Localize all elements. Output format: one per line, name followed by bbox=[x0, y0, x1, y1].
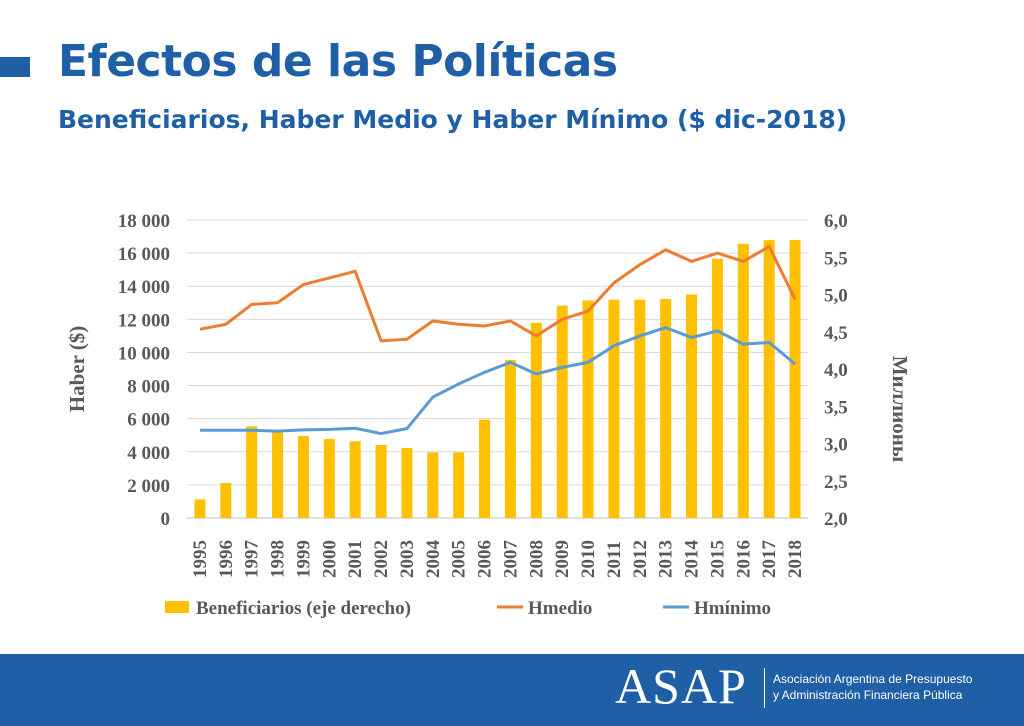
x-tick-label: 2003 bbox=[397, 540, 418, 578]
x-tick-label: 1996 bbox=[216, 540, 237, 578]
bar-beneficiarios bbox=[375, 444, 387, 518]
x-tick-label: 2016 bbox=[733, 540, 754, 578]
x-axis-ticks: 1995 1996 1997 1998 1999 2000 2001 2002 2003 2004… bbox=[190, 540, 806, 579]
left-tick-label: 18 000 bbox=[118, 211, 170, 232]
right-tick-label: 2,5 bbox=[824, 472, 848, 493]
bar-beneficiarios bbox=[530, 322, 542, 518]
title-accent-bar bbox=[0, 57, 30, 77]
bar-beneficiarios bbox=[737, 243, 749, 518]
bar-beneficiarios bbox=[556, 305, 568, 518]
x-tick-label: 2007 bbox=[500, 540, 521, 579]
x-tick-label: 2012 bbox=[630, 540, 651, 578]
left-tick-label: 8 000 bbox=[127, 377, 170, 398]
legend-label: Hmedio bbox=[528, 598, 592, 619]
line-hmedio bbox=[199, 244, 797, 343]
right-tick-label: 5,0 bbox=[824, 286, 848, 307]
x-tick-label: 2017 bbox=[759, 540, 780, 579]
right-tick-label: 2,0 bbox=[824, 509, 848, 530]
x-tick-label: 2001 bbox=[345, 540, 366, 578]
footer-bar bbox=[0, 654, 1024, 726]
x-tick-label: 1998 bbox=[268, 540, 289, 578]
x-tick-label: 2002 bbox=[371, 540, 392, 578]
x-tick-label: 2013 bbox=[656, 540, 677, 578]
left-tick-label: 14 000 bbox=[118, 277, 170, 298]
bar-beneficiarios bbox=[194, 499, 206, 518]
bar-beneficiarios bbox=[660, 298, 672, 518]
chart-gridlines bbox=[187, 219, 808, 519]
x-tick-label: 1995 bbox=[190, 540, 211, 578]
right-tick-label: 6,0 bbox=[824, 211, 848, 232]
legend-label: Beneficiarios (eje derecho) bbox=[196, 598, 411, 619]
legend-swatch bbox=[165, 601, 189, 613]
bar-beneficiarios bbox=[349, 441, 361, 518]
x-tick-label: 2015 bbox=[707, 540, 728, 578]
bar-beneficiarios bbox=[504, 360, 516, 518]
bar-beneficiarios bbox=[582, 300, 594, 518]
logo-divider bbox=[764, 668, 765, 708]
left-axis-label: Haber ($) bbox=[65, 326, 89, 413]
bar-beneficiarios bbox=[608, 299, 620, 518]
asap-logo: ASAP bbox=[615, 658, 747, 714]
left-tick-label: 16 000 bbox=[118, 244, 170, 265]
bar-beneficiarios bbox=[453, 452, 465, 518]
left-axis-ticks: 0 2 000 4 000 6 000 8 000 10 000 12 000 14 000 1… bbox=[118, 211, 170, 530]
chart-lines bbox=[199, 244, 797, 436]
left-tick-label: 2 000 bbox=[127, 476, 170, 497]
bar-beneficiarios bbox=[686, 294, 698, 518]
page-subtitle: Beneficiarios, Haber Medio y Haber Mínim… bbox=[58, 105, 848, 134]
org-name-line-2: y Administración Financiera Pública bbox=[773, 688, 963, 702]
left-tick-label: 12 000 bbox=[118, 310, 170, 331]
right-tick-label: 3,5 bbox=[824, 397, 848, 418]
left-tick-label: 0 bbox=[161, 509, 171, 530]
bar-beneficiarios bbox=[789, 240, 801, 519]
line-hmínimo bbox=[199, 326, 797, 436]
bar-beneficiarios bbox=[297, 436, 309, 518]
x-tick-label: 2006 bbox=[475, 540, 496, 578]
x-tick-label: 2008 bbox=[526, 540, 547, 578]
bar-beneficiarios bbox=[401, 447, 413, 518]
legend-label: Hmínimo bbox=[694, 598, 771, 619]
combo-chart: 0 2 000 4 000 6 000 8 000 10 000 12 000 14 000 1… bbox=[65, 211, 912, 619]
right-axis-label: Миллионы bbox=[888, 356, 912, 463]
bar-beneficiarios bbox=[246, 426, 258, 518]
right-tick-label: 3,0 bbox=[824, 435, 848, 456]
bar-beneficiarios bbox=[272, 432, 284, 518]
org-name-line-1: Asociación Argentina de Presupuesto bbox=[773, 672, 973, 686]
chart-legend: Beneficiarios (eje derecho) Hmedio Hmínimo bbox=[165, 598, 771, 619]
bar-beneficiarios bbox=[323, 439, 335, 518]
bar-beneficiarios bbox=[634, 299, 646, 518]
bar-beneficiarios bbox=[711, 258, 723, 518]
bar-beneficiarios bbox=[479, 419, 491, 518]
x-tick-label: 2004 bbox=[423, 540, 444, 579]
beneficiarios-bars bbox=[194, 240, 801, 519]
x-tick-label: 1999 bbox=[293, 540, 314, 578]
right-tick-label: 5,5 bbox=[824, 248, 848, 269]
right-axis-ticks: 2,0 2,5 3,0 3,5 4,0 4,5 5,0 5,5 6,0 bbox=[824, 211, 848, 530]
x-tick-label: 1997 bbox=[242, 540, 263, 579]
x-tick-label: 2010 bbox=[578, 540, 599, 578]
x-tick-label: 2000 bbox=[319, 540, 340, 578]
x-tick-label: 2018 bbox=[785, 540, 806, 578]
bar-beneficiarios bbox=[220, 482, 232, 518]
left-tick-label: 10 000 bbox=[118, 343, 170, 364]
left-tick-label: 6 000 bbox=[127, 410, 170, 431]
right-tick-label: 4,0 bbox=[824, 360, 848, 381]
x-tick-label: 2009 bbox=[552, 540, 573, 578]
x-tick-label: 2011 bbox=[604, 541, 625, 578]
right-tick-label: 4,5 bbox=[824, 323, 848, 344]
bar-beneficiarios bbox=[427, 452, 439, 518]
bar-beneficiarios bbox=[763, 240, 775, 519]
x-tick-label: 2014 bbox=[682, 540, 703, 579]
x-tick-label: 2005 bbox=[449, 540, 470, 578]
page-title: Efectos de las Políticas bbox=[58, 36, 618, 87]
left-tick-label: 4 000 bbox=[127, 443, 170, 464]
